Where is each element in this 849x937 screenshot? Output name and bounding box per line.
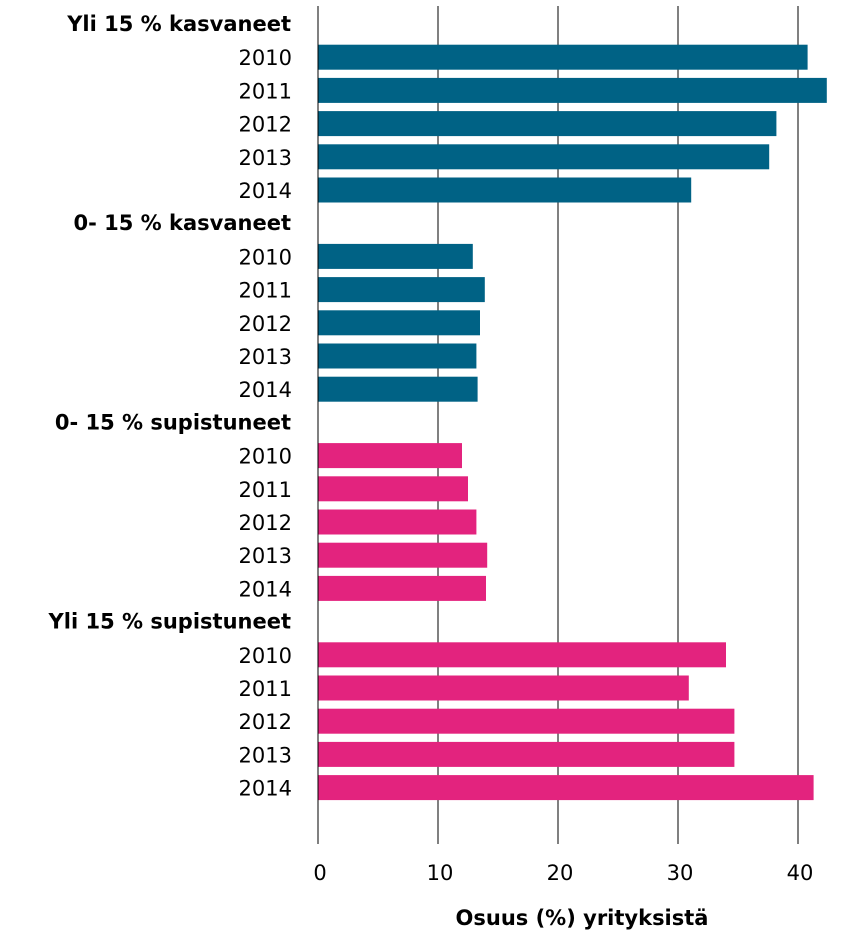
group-label: 0- 15 % kasvaneet (74, 211, 292, 235)
category-label: 2011 (239, 279, 292, 303)
x-axis-ticks: 0 10 20 30 40 (313, 836, 814, 885)
category-label: 2014 (239, 179, 292, 203)
x-tick-label: 20 (547, 861, 574, 885)
bar (318, 243, 473, 269)
x-tick-label: 40 (787, 861, 814, 885)
category-label: 2012 (239, 710, 292, 734)
group-label: Yli 15 % kasvaneet (66, 12, 291, 36)
bar (318, 77, 827, 103)
group-label: 0- 15 % supistuneet (55, 410, 291, 434)
bar (318, 277, 485, 303)
category-label: 2013 (239, 743, 292, 767)
bar (318, 177, 692, 203)
category-label: 2010 (239, 245, 292, 269)
bar (318, 775, 814, 801)
bar (318, 476, 468, 502)
bar (318, 675, 689, 701)
x-axis-title: Osuus (%) yrityksistä (456, 906, 709, 930)
category-label: 2011 (239, 677, 292, 701)
x-tick-label: 0 (313, 861, 326, 885)
category-label: 2011 (239, 478, 292, 502)
bar (318, 376, 478, 402)
bar (318, 310, 480, 336)
category-label: 2011 (239, 79, 292, 103)
x-tick-label: 30 (667, 861, 694, 885)
bar (318, 343, 477, 369)
category-label: 2012 (239, 312, 292, 336)
category-label: 2014 (239, 577, 292, 601)
group-label: Yli 15 % supistuneet (48, 610, 291, 634)
bars (318, 44, 827, 801)
bar (318, 741, 735, 767)
bar (318, 509, 477, 535)
category-label: 2013 (239, 544, 292, 568)
category-label: 2013 (239, 345, 292, 369)
category-label: 2010 (239, 46, 292, 70)
bar (318, 542, 488, 568)
bar (318, 708, 735, 734)
bar (318, 111, 777, 137)
category-label: 2014 (239, 777, 292, 801)
category-label: 2012 (239, 113, 292, 137)
bar (318, 144, 770, 170)
bar (318, 642, 726, 668)
category-label: 2010 (239, 445, 292, 469)
x-tick-label: 10 (427, 861, 454, 885)
bar (318, 44, 808, 70)
category-label: 2013 (239, 146, 292, 170)
category-labels: Yli 15 % kasvaneet 2010 2011 2012 2013 2014 0-… (48, 12, 292, 801)
category-label: 2014 (239, 378, 292, 402)
bar (318, 575, 486, 601)
bar (318, 443, 462, 469)
category-label: 2010 (239, 644, 292, 668)
category-label: 2012 (239, 511, 292, 535)
